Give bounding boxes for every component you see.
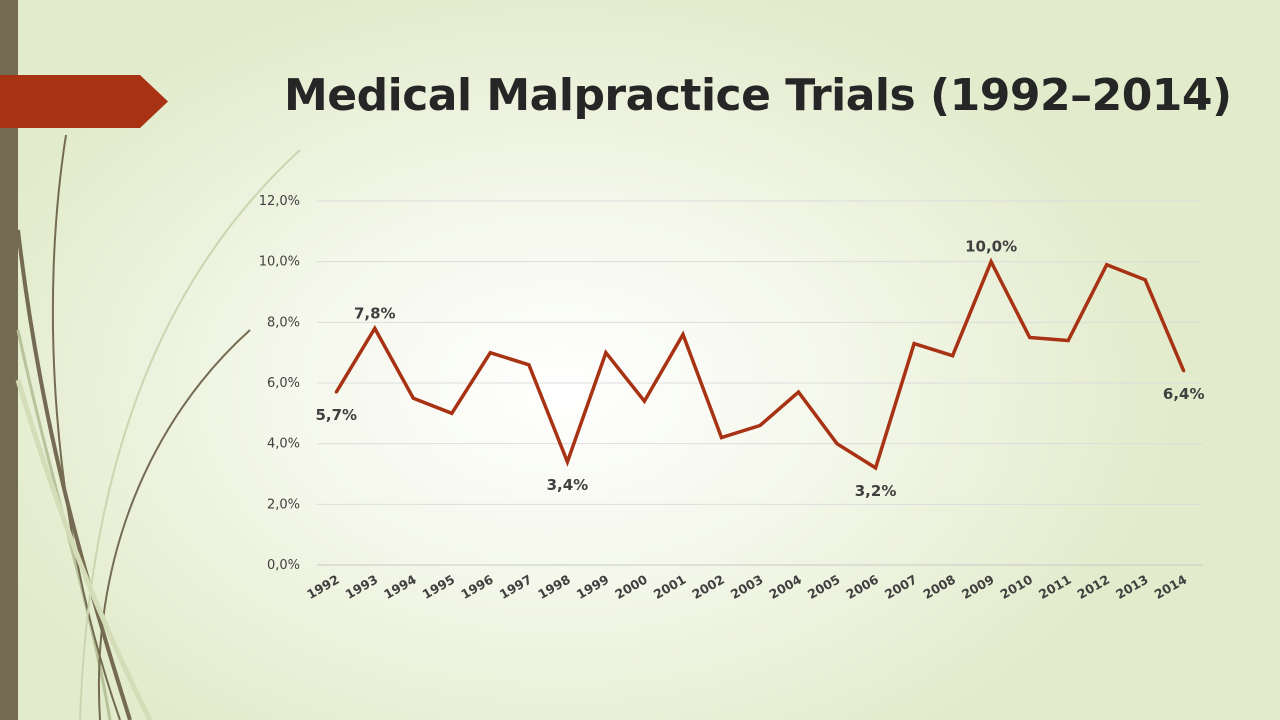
data-point [758, 423, 762, 427]
x-tick-label: 2005 [805, 572, 843, 602]
data-point [835, 442, 839, 446]
title-accent-arrow [0, 75, 168, 128]
x-tick-label: 1992 [304, 572, 342, 602]
data-point [565, 460, 569, 464]
slide-title: Medical Malpractice Trials (1992–2014) [284, 70, 1232, 121]
data-point [334, 390, 338, 394]
x-tick-label: 2013 [1113, 572, 1151, 602]
data-point [1028, 336, 1032, 339]
y-tick-label: 12,0% [259, 194, 300, 209]
decorative-curves [15, 134, 301, 720]
x-tick-label: 2004 [766, 571, 804, 602]
y-tick-label: 6,0% [267, 376, 300, 391]
y-tick-label: 8,0% [267, 315, 300, 330]
x-tick-label: 2012 [1075, 572, 1113, 602]
y-tick-label: 2,0% [267, 497, 300, 512]
data-point [527, 363, 531, 367]
x-tick-label: 2002 [689, 572, 727, 602]
data-label: 7,8% [354, 304, 396, 322]
data-point [681, 332, 685, 336]
data-point [1182, 369, 1186, 373]
x-tick-label: 1997 [497, 572, 535, 602]
data-point [450, 411, 454, 415]
y-tick-label: 10,0% [259, 255, 300, 270]
x-tick-label: 1993 [343, 572, 381, 602]
data-point [411, 396, 415, 400]
data-point [912, 342, 916, 346]
x-tick-label: 2008 [920, 572, 958, 602]
data-point [488, 351, 492, 355]
data-label: 10,0% [965, 238, 1017, 256]
x-tick-label: 2010 [998, 571, 1036, 602]
data-point [1066, 339, 1070, 343]
data-label: 3,4% [547, 476, 589, 494]
x-tick-label: 1995 [420, 572, 458, 602]
data-point [874, 466, 878, 470]
data-point [951, 354, 955, 358]
data-label: 3,2% [855, 482, 897, 500]
x-tick-label: 2007 [882, 572, 920, 602]
data-point [989, 260, 993, 264]
x-tick-label: 1999 [574, 572, 612, 602]
x-tick-label: 2014 [1152, 571, 1190, 602]
x-tick-label: 2001 [651, 572, 689, 602]
data-point [373, 326, 377, 330]
x-tick-label: 1998 [535, 572, 573, 602]
data-point [642, 399, 646, 403]
y-tick-label: 4,0% [267, 437, 300, 452]
data-point [604, 351, 608, 355]
x-tick-label: 2003 [728, 572, 766, 602]
data-point [1105, 263, 1109, 267]
y-tick-label: 0,0% [267, 558, 300, 573]
x-tick-label: 2011 [1036, 572, 1074, 602]
x-tick-label: 1996 [458, 571, 496, 602]
x-tick-label: 2000 [612, 571, 650, 602]
x-tick-label: 2006 [843, 571, 881, 602]
data-point [797, 390, 801, 394]
data-point [1143, 278, 1147, 282]
series-line [334, 257, 1186, 471]
sidebar-stripe [0, 0, 18, 720]
data-point [719, 436, 723, 440]
x-tick-label: 1994 [381, 571, 419, 602]
data-label: 6,4% [1163, 385, 1205, 403]
data-label: 5,7% [315, 406, 357, 424]
x-tick-label: 2009 [959, 572, 997, 602]
